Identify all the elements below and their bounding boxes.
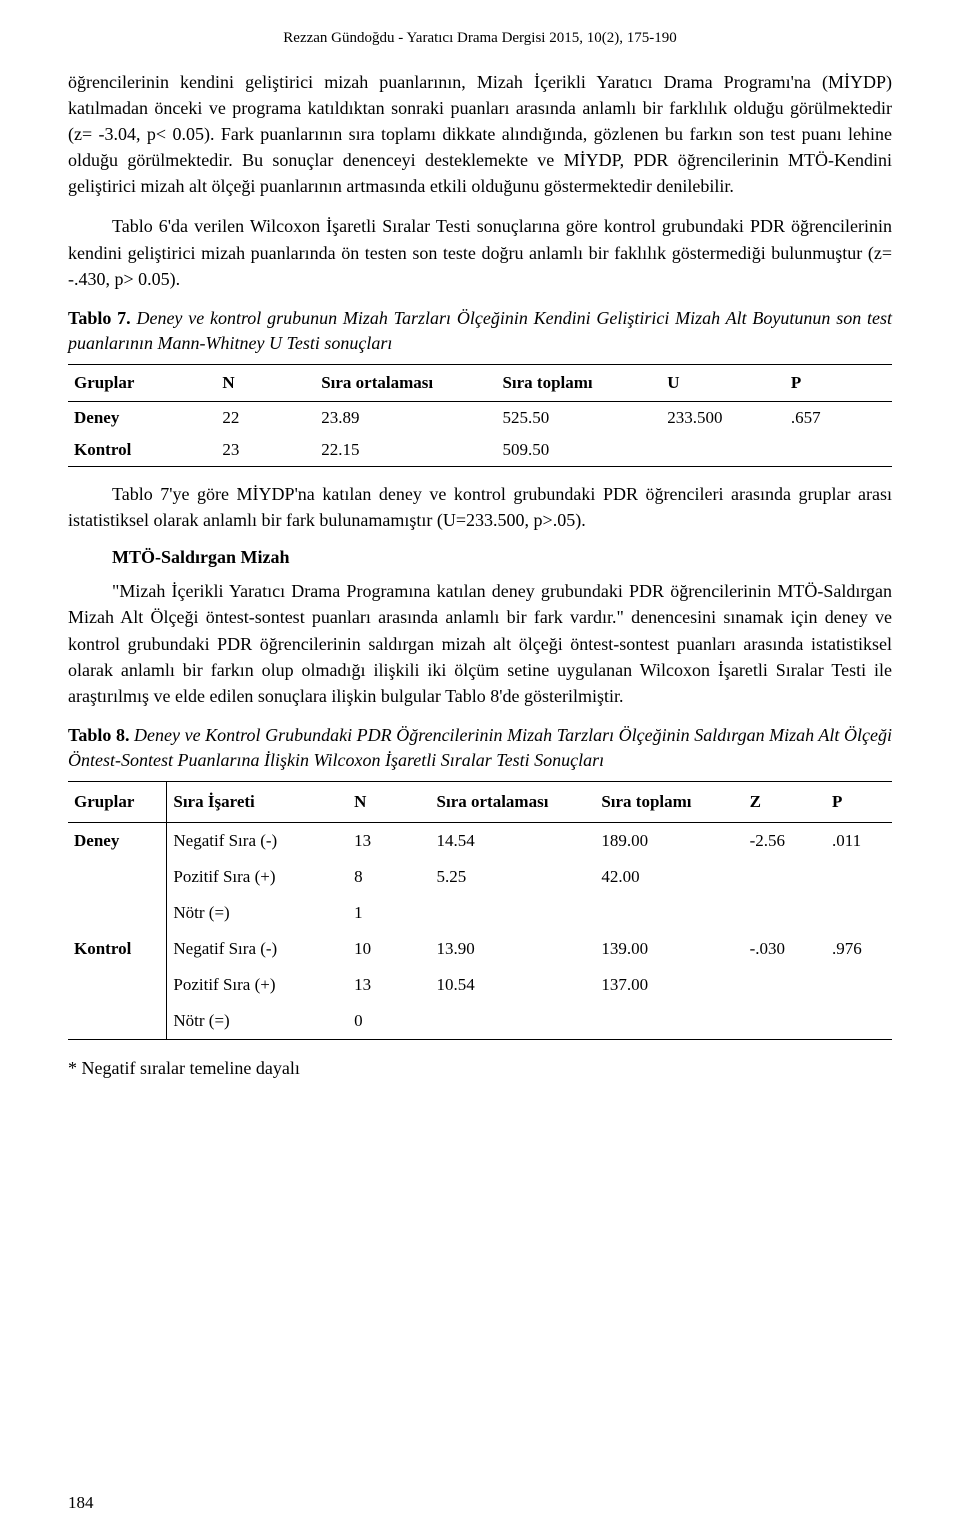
t7-h-p: P (785, 365, 892, 402)
t8-r1-c1: Pozitif Sıra (+) (167, 859, 348, 895)
t7-r1-c3: 509.50 (496, 434, 661, 467)
table7-caption: Tablo 7. Deney ve kontrol grubunun Mizah… (68, 306, 892, 356)
t8-r5-c1: Nötr (=) (167, 1003, 348, 1040)
t8-r2-c0 (68, 895, 167, 931)
t7-r0-c2: 23.89 (315, 402, 496, 435)
t8-r4-c2: 13 (348, 967, 430, 1003)
t8-r1-c3: 5.25 (431, 859, 596, 895)
t8-r4-c5 (744, 967, 826, 1003)
paragraph-2: Tablo 6'da verilen Wilcoxon İşaretli Sır… (68, 213, 892, 291)
table-row: Pozitif Sıra (+) 8 5.25 42.00 (68, 859, 892, 895)
t8-r5-c0 (68, 1003, 167, 1040)
t8-r0-c1: Negatif Sıra (-) (167, 823, 348, 860)
t8-r1-c4: 42.00 (595, 859, 743, 895)
t8-r2-c6 (826, 895, 892, 931)
t8-r1-c5 (744, 859, 826, 895)
table8-caption: Tablo 8. Deney ve Kontrol Grubundaki PDR… (68, 723, 892, 773)
subheading-saldirgan: MTÖ-Saldırgan Mizah (112, 547, 892, 568)
t7-r0-c4: 233.500 (661, 402, 785, 435)
paragraph-4: "Mizah İçerikli Yaratıcı Drama Programın… (68, 578, 892, 708)
t8-h-sira-top: Sıra toplamı (595, 782, 743, 823)
table8-label: Tablo 8. (68, 725, 129, 745)
t7-r0-c3: 525.50 (496, 402, 661, 435)
t8-r3-c2: 10 (348, 931, 430, 967)
t8-r3-c1: Negatif Sıra (-) (167, 931, 348, 967)
t7-h-gruplar: Gruplar (68, 365, 216, 402)
t8-r5-c2: 0 (348, 1003, 430, 1040)
table-row: Nötr (=) 0 (68, 1003, 892, 1040)
t8-r0-c0: Deney (68, 823, 167, 860)
t8-r4-c3: 10.54 (431, 967, 596, 1003)
table-row: Deney 22 23.89 525.50 233.500 .657 (68, 402, 892, 435)
t8-r0-c6: .011 (826, 823, 892, 860)
t7-h-sira-top: Sıra toplamı (496, 365, 661, 402)
paragraph-1: öğrencilerinin kendini geliştirici mizah… (68, 69, 892, 199)
t8-h-p: P (826, 782, 892, 823)
t8-r2-c1: Nötr (=) (167, 895, 348, 931)
t8-r5-c4 (595, 1003, 743, 1040)
t8-h-n: N (348, 782, 430, 823)
t8-r0-c2: 13 (348, 823, 430, 860)
t8-r3-c4: 139.00 (595, 931, 743, 967)
t8-r3-c6: .976 (826, 931, 892, 967)
t7-r1-c4 (661, 434, 785, 467)
t8-r5-c5 (744, 1003, 826, 1040)
t8-r0-c4: 189.00 (595, 823, 743, 860)
t8-r4-c0 (68, 967, 167, 1003)
t7-r1-c5 (785, 434, 892, 467)
t8-r2-c4 (595, 895, 743, 931)
t8-r1-c0 (68, 859, 167, 895)
t8-r0-c3: 14.54 (431, 823, 596, 860)
table7-label: Tablo 7. (68, 308, 131, 328)
table7-header-row: Gruplar N Sıra ortalaması Sıra toplamı U… (68, 365, 892, 402)
table-row: Deney Negatif Sıra (-) 13 14.54 189.00 -… (68, 823, 892, 860)
footnote: * Negatif sıralar temeline dayalı (68, 1058, 892, 1079)
t8-r4-c1: Pozitif Sıra (+) (167, 967, 348, 1003)
t7-h-sira-ort: Sıra ortalaması (315, 365, 496, 402)
t7-r0-c0: Deney (68, 402, 216, 435)
table7: Gruplar N Sıra ortalaması Sıra toplamı U… (68, 364, 892, 467)
t8-h-z: Z (744, 782, 826, 823)
t7-r1-c1: 23 (216, 434, 315, 467)
t7-h-u: U (661, 365, 785, 402)
t8-r3-c0: Kontrol (68, 931, 167, 967)
table-row: Kontrol 23 22.15 509.50 (68, 434, 892, 467)
table8: Gruplar Sıra İşareti N Sıra ortalaması S… (68, 781, 892, 1040)
t8-h-sira-ort: Sıra ortalaması (431, 782, 596, 823)
t7-r1-c2: 22.15 (315, 434, 496, 467)
table-row: Pozitif Sıra (+) 13 10.54 137.00 (68, 967, 892, 1003)
table8-title: Deney ve Kontrol Grubundaki PDR Öğrencil… (68, 725, 892, 770)
t8-r4-c6 (826, 967, 892, 1003)
t8-r2-c5 (744, 895, 826, 931)
t7-r0-c1: 22 (216, 402, 315, 435)
table8-header-row: Gruplar Sıra İşareti N Sıra ortalaması S… (68, 782, 892, 823)
t7-r0-c5: .657 (785, 402, 892, 435)
t7-r1-c0: Kontrol (68, 434, 216, 467)
table-row: Kontrol Negatif Sıra (-) 10 13.90 139.00… (68, 931, 892, 967)
t8-r2-c2: 1 (348, 895, 430, 931)
t8-h-gruplar: Gruplar (68, 782, 167, 823)
running-header: Rezzan Gündoğdu - Yaratıcı Drama Dergisi… (68, 30, 892, 47)
t8-r1-c6 (826, 859, 892, 895)
t8-r2-c3 (431, 895, 596, 931)
page-number: 184 (68, 1493, 94, 1513)
page-container: Rezzan Gündoğdu - Yaratıcı Drama Dergisi… (0, 0, 960, 1539)
paragraph-3: Tablo 7'ye göre MİYDP'na katılan deney v… (68, 481, 892, 533)
t8-r5-c3 (431, 1003, 596, 1040)
t8-r3-c3: 13.90 (431, 931, 596, 967)
table7-title: Deney ve kontrol grubunun Mizah Tarzları… (68, 308, 892, 353)
t8-r1-c2: 8 (348, 859, 430, 895)
t8-h-sira-isareti: Sıra İşareti (167, 782, 348, 823)
t8-r0-c5: -2.56 (744, 823, 826, 860)
t8-r4-c4: 137.00 (595, 967, 743, 1003)
table-row: Nötr (=) 1 (68, 895, 892, 931)
t8-r5-c6 (826, 1003, 892, 1040)
t8-r3-c5: -.030 (744, 931, 826, 967)
t7-h-n: N (216, 365, 315, 402)
